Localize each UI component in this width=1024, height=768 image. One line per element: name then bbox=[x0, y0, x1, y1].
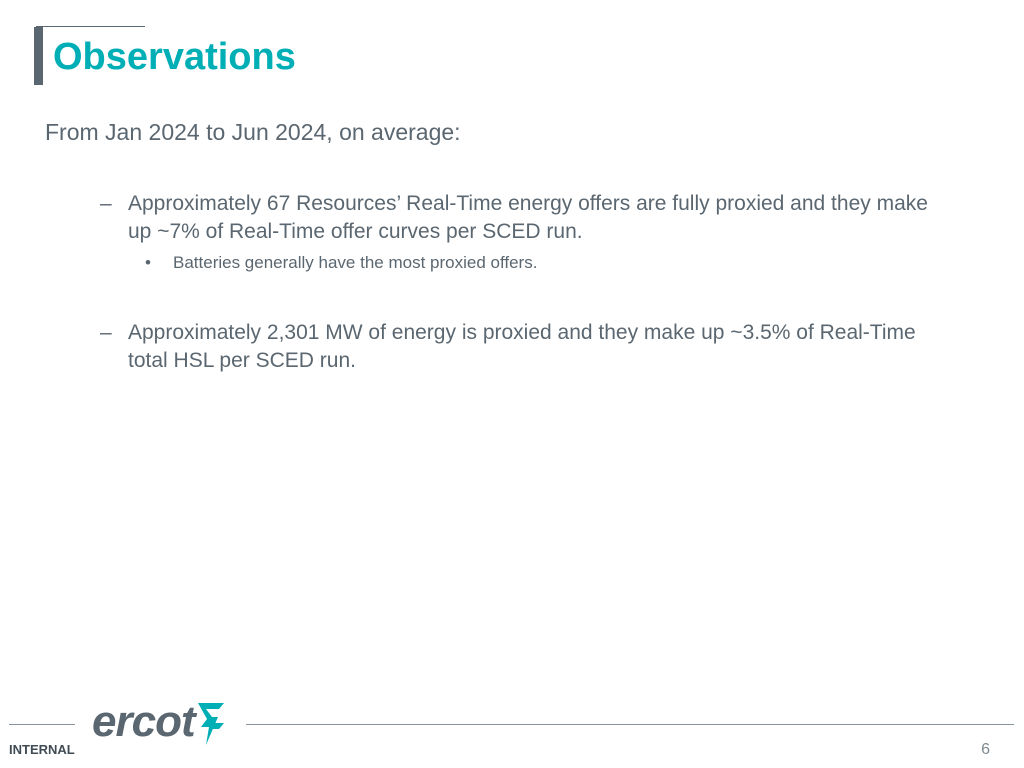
logo-wordmark: ercot bbox=[92, 697, 196, 746]
title-accent-bar bbox=[34, 27, 43, 85]
bullet-marker: – bbox=[100, 321, 112, 344]
bullet-resources-proxied: – Approximately 67 Resources’ Real-Time … bbox=[100, 190, 950, 246]
title-top-rule bbox=[36, 26, 145, 27]
bullet-text: Approximately 67 Resources’ Real-Time en… bbox=[128, 192, 928, 243]
bullet-marker: – bbox=[100, 192, 112, 215]
footer-rule-right bbox=[246, 724, 1014, 725]
page-number: 6 bbox=[981, 741, 990, 758]
ercot-lightning-mark-icon bbox=[198, 703, 224, 745]
bullet-text: Approximately 2,301 MW of energy is prox… bbox=[128, 321, 916, 372]
intro-text: From Jan 2024 to Jun 2024, on average: bbox=[45, 119, 461, 145]
footer-rule-left bbox=[9, 724, 75, 725]
page-title: Observations bbox=[53, 36, 296, 78]
sub-bullet-marker: • bbox=[145, 253, 151, 272]
sub-bullet-batteries: • Batteries generally have the most prox… bbox=[145, 251, 845, 275]
bullet-mw-proxied: – Approximately 2,301 MW of energy is pr… bbox=[100, 319, 950, 375]
classification-label: INTERNAL bbox=[9, 742, 75, 757]
ercot-logo: ercot bbox=[92, 696, 232, 752]
sub-bullet-text: Batteries generally have the most proxie… bbox=[173, 253, 538, 272]
